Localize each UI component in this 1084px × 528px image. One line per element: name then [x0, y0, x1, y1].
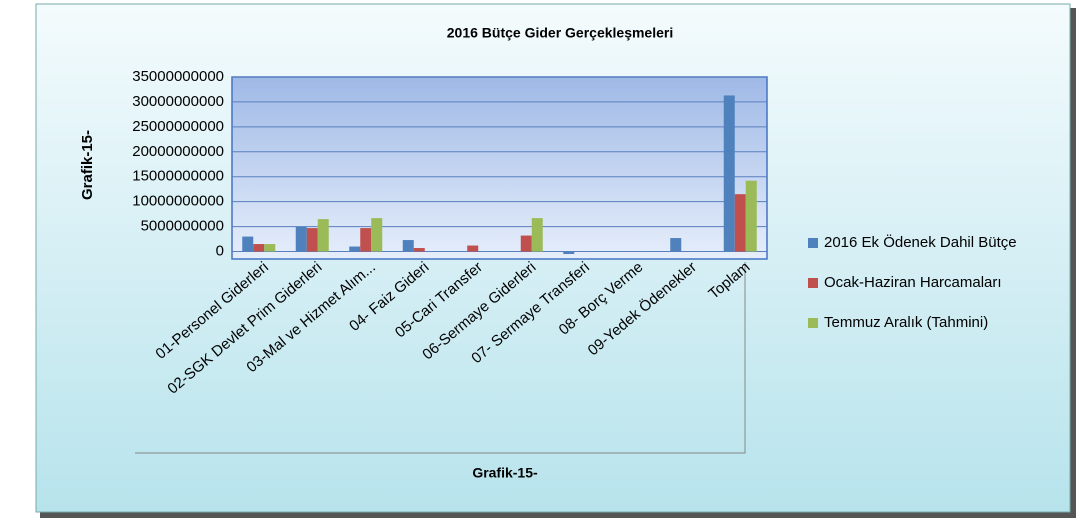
bar — [403, 240, 414, 251]
bar — [467, 246, 478, 252]
x-axis-label: Grafik-15- — [472, 465, 538, 481]
y-tick-label: 35000000000 — [132, 68, 224, 85]
chart-title: 2016 Bütçe Gider Gerçekleşmeleri — [447, 25, 673, 41]
bar — [735, 194, 746, 251]
y-tick-label: 0 — [216, 242, 224, 259]
bar — [349, 247, 360, 252]
legend-swatch — [808, 278, 818, 288]
y-tick-label: 30000000000 — [132, 93, 224, 110]
bar — [670, 238, 681, 251]
legend-label: Ocak-Haziran Harcamaları — [824, 274, 1002, 291]
bar — [532, 218, 543, 251]
y-tick-label: 20000000000 — [132, 143, 224, 160]
legend-label: Temmuz Aralık (Tahmini) — [824, 314, 988, 331]
bar — [253, 244, 264, 251]
bar — [296, 227, 307, 252]
y-tick-label: 25000000000 — [132, 118, 224, 135]
bar — [318, 219, 329, 251]
y-tick-label: 5000000000 — [141, 218, 224, 235]
bar — [563, 252, 574, 254]
y-tick-label: 10000000000 — [132, 193, 224, 210]
bar — [724, 95, 735, 251]
y-tick-label: 15000000000 — [132, 168, 224, 185]
legend-label: 2016 Ek Ödenek Dahil Bütçe — [824, 233, 1017, 251]
bar — [414, 248, 425, 251]
bar — [746, 181, 757, 252]
legend-swatch — [808, 238, 818, 248]
bar — [264, 244, 275, 251]
bar — [307, 228, 318, 251]
y-axis-label: Grafik-15- — [79, 130, 96, 200]
bar — [242, 237, 253, 252]
bar — [360, 228, 371, 251]
bar — [521, 236, 532, 252]
legend-swatch — [808, 318, 818, 328]
bar — [371, 218, 382, 251]
